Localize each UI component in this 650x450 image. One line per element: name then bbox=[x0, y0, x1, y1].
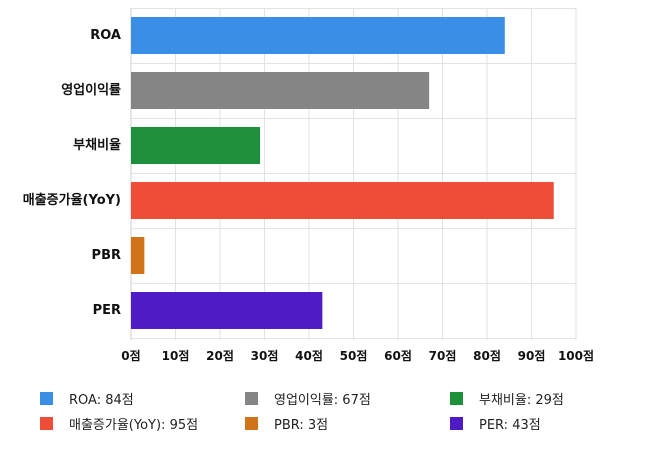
bar bbox=[131, 237, 145, 274]
legend-item: 매출증가율(YoY): 95점 bbox=[40, 413, 198, 433]
legend-swatch bbox=[245, 391, 258, 405]
legend-label: 매출증가율(YoY): 95점 bbox=[69, 417, 199, 433]
x-tick-labels: 0점 10점 20점 30점 40점 50점 60점 70점 80점 90점 100점 bbox=[121, 348, 594, 363]
category-label: 부채비율 bbox=[73, 137, 121, 153]
legend-item: PBR: 3점 bbox=[245, 413, 328, 433]
legend-item: 부채비율: 29점 bbox=[450, 388, 564, 408]
legend-label: PER: 43점 bbox=[479, 417, 541, 433]
legend-item: ROA: 84점 bbox=[40, 388, 134, 408]
legend-label: 부채비율: 29점 bbox=[479, 392, 564, 408]
legend-label: 영업이익률: 67점 bbox=[274, 392, 371, 408]
legend-item: 영업이익률: 67점 bbox=[245, 388, 371, 408]
x-tick-label: 50점 bbox=[340, 348, 368, 363]
legend-swatch bbox=[40, 391, 53, 405]
legend-swatch bbox=[40, 416, 53, 430]
x-tick-label: 90점 bbox=[518, 348, 546, 363]
category-label: PER bbox=[93, 303, 121, 318]
legend-swatch bbox=[450, 391, 463, 405]
x-tick-label: 80점 bbox=[473, 348, 501, 363]
x-tick-label: 10점 bbox=[162, 348, 190, 363]
category-label: PBR bbox=[92, 248, 121, 263]
x-tick-label: 30점 bbox=[251, 348, 279, 363]
bar bbox=[131, 182, 554, 219]
grid-lines bbox=[130, 8, 577, 340]
bar bbox=[131, 292, 323, 329]
legend-label: PBR: 3점 bbox=[274, 417, 329, 433]
x-tick-label: 100점 bbox=[558, 348, 594, 363]
x-tick-label: 20점 bbox=[206, 348, 234, 363]
bar bbox=[131, 127, 261, 164]
bars bbox=[131, 17, 554, 329]
legend-swatch bbox=[450, 416, 463, 430]
x-tick-label: 0점 bbox=[121, 348, 140, 363]
category-label: 영업이익률 bbox=[61, 82, 121, 98]
legend-item: PER: 43점 bbox=[450, 413, 541, 433]
x-tick-label: 70점 bbox=[429, 348, 457, 363]
legend-label: ROA: 84점 bbox=[69, 392, 134, 408]
category-label: ROA bbox=[90, 28, 121, 43]
bar bbox=[131, 72, 430, 109]
x-tick-label: 40점 bbox=[295, 348, 323, 363]
category-label: 매출증가율(YoY) bbox=[23, 192, 121, 208]
bar bbox=[131, 17, 505, 54]
x-tick-label: 60점 bbox=[384, 348, 412, 363]
legend-swatch bbox=[245, 416, 258, 430]
